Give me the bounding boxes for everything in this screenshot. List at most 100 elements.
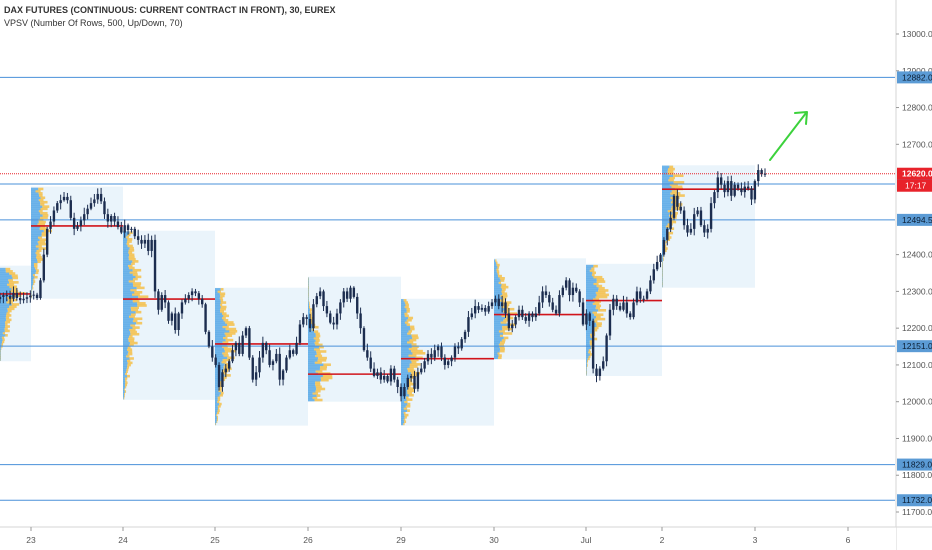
candle-body[interactable] — [8, 295, 12, 299]
candle-body[interactable] — [413, 375, 416, 389]
candle-body[interactable] — [318, 291, 322, 297]
candle-body[interactable] — [730, 181, 733, 196]
candle-body[interactable] — [548, 295, 551, 303]
candle-body[interactable] — [386, 375, 389, 382]
candle-body[interactable] — [332, 322, 335, 325]
candle-body[interactable] — [35, 294, 39, 299]
candle-body[interactable] — [618, 306, 622, 310]
arrow-head[interactable] — [794, 111, 808, 125]
candle-body[interactable] — [484, 307, 487, 312]
candle-body[interactable] — [62, 196, 66, 201]
candle-body[interactable] — [123, 225, 126, 233]
candle-body[interactable] — [221, 372, 224, 387]
candle-body[interactable] — [248, 328, 251, 358]
candle-body[interactable] — [564, 280, 568, 288]
candle-body[interactable] — [625, 302, 629, 314]
candle-body[interactable] — [746, 186, 750, 189]
candle-body[interactable] — [558, 295, 561, 314]
level-price-badge[interactable] — [897, 340, 932, 353]
candle-body[interactable] — [231, 350, 234, 362]
time-axis[interactable]: 23 24 25 26 29 30 Jul 2 3 6 — [0, 526, 932, 550]
candle-body[interactable] — [470, 313, 474, 318]
candle-body[interactable] — [544, 291, 548, 296]
candle-body[interactable] — [703, 225, 706, 233]
candle-body[interactable] — [234, 342, 238, 351]
candle-body[interactable] — [753, 181, 757, 200]
candle-body[interactable] — [22, 298, 25, 301]
candle-body[interactable] — [39, 280, 42, 299]
candle-body[interactable] — [750, 188, 753, 200]
candle-body[interactable] — [433, 350, 436, 358]
candle-body[interactable] — [480, 307, 484, 310]
candle-body[interactable] — [136, 236, 140, 240]
candle-body[interactable] — [430, 353, 433, 358]
candle-body[interactable] — [467, 317, 470, 332]
candle-body[interactable] — [453, 346, 457, 358]
candle-body[interactable] — [655, 261, 659, 270]
candle-body[interactable] — [511, 324, 514, 329]
candle-body[interactable] — [389, 368, 393, 382]
candle-body[interactable] — [733, 184, 736, 196]
candle-body[interactable] — [659, 254, 662, 262]
candle-body[interactable] — [497, 298, 500, 307]
candle-body[interactable] — [207, 331, 211, 347]
candle-body[interactable] — [608, 309, 612, 336]
candle-body[interactable] — [52, 210, 56, 222]
candle-body[interactable] — [362, 328, 366, 351]
horizontal-levels[interactable] — [0, 76, 895, 501]
candle-body[interactable] — [716, 177, 720, 193]
candle-body[interactable] — [59, 200, 62, 204]
candle-body[interactable] — [672, 195, 676, 218]
candle-body[interactable] — [342, 291, 345, 303]
candle-body[interactable] — [568, 280, 571, 296]
candle-body[interactable] — [49, 221, 52, 229]
candle-body[interactable] — [514, 317, 517, 325]
candle-body[interactable] — [15, 292, 19, 299]
candle-body[interactable] — [295, 342, 298, 354]
candle-body[interactable] — [598, 368, 602, 376]
candle-body[interactable] — [369, 357, 372, 369]
candle-body[interactable] — [12, 292, 15, 299]
candle-body[interactable] — [416, 372, 420, 389]
candle-body[interactable] — [177, 313, 180, 330]
candle-body[interactable] — [0, 296, 2, 300]
candle-body[interactable] — [534, 313, 538, 318]
candle-body[interactable] — [382, 375, 386, 380]
candle-body[interactable] — [645, 291, 649, 299]
candle-body[interactable] — [72, 217, 76, 229]
candle-body[interactable] — [628, 313, 632, 318]
level-price-badge[interactable] — [897, 213, 932, 226]
up-arrow-drawing[interactable] — [769, 111, 808, 161]
candle-body[interactable] — [345, 291, 349, 299]
candle-body[interactable] — [719, 177, 723, 185]
candle-body[interactable] — [376, 372, 379, 376]
level-price-badge[interactable] — [897, 71, 932, 84]
candle-body[interactable] — [305, 317, 308, 319]
candle-body[interactable] — [706, 228, 709, 233]
candle-body[interactable] — [740, 188, 743, 193]
candle-body[interactable] — [187, 295, 190, 299]
candle-body[interactable] — [450, 357, 453, 362]
candle-body[interactable] — [662, 239, 666, 255]
candle-body[interactable] — [440, 346, 443, 358]
candle-body[interactable] — [325, 306, 329, 314]
candle-body[interactable] — [275, 353, 278, 362]
candle-body[interactable] — [167, 302, 170, 321]
arrow-shaft[interactable] — [769, 112, 807, 161]
candle-body[interactable] — [308, 318, 312, 329]
candle-body[interactable] — [473, 306, 477, 314]
candle-body[interactable] — [679, 206, 682, 211]
candle-body[interactable] — [406, 377, 409, 387]
candle-body[interactable] — [585, 313, 588, 325]
candle-body[interactable] — [224, 368, 227, 373]
candle-body[interactable] — [669, 217, 672, 229]
candle-body[interactable] — [541, 291, 544, 303]
candle-body[interactable] — [554, 309, 558, 314]
candle-body[interactable] — [268, 350, 271, 365]
candle-body[interactable] — [642, 298, 645, 300]
candle-body[interactable] — [743, 186, 746, 193]
candle-body[interactable] — [699, 210, 703, 226]
candle-body[interactable] — [83, 214, 86, 221]
candle-body[interactable] — [588, 313, 591, 321]
candle-body[interactable] — [612, 298, 615, 310]
